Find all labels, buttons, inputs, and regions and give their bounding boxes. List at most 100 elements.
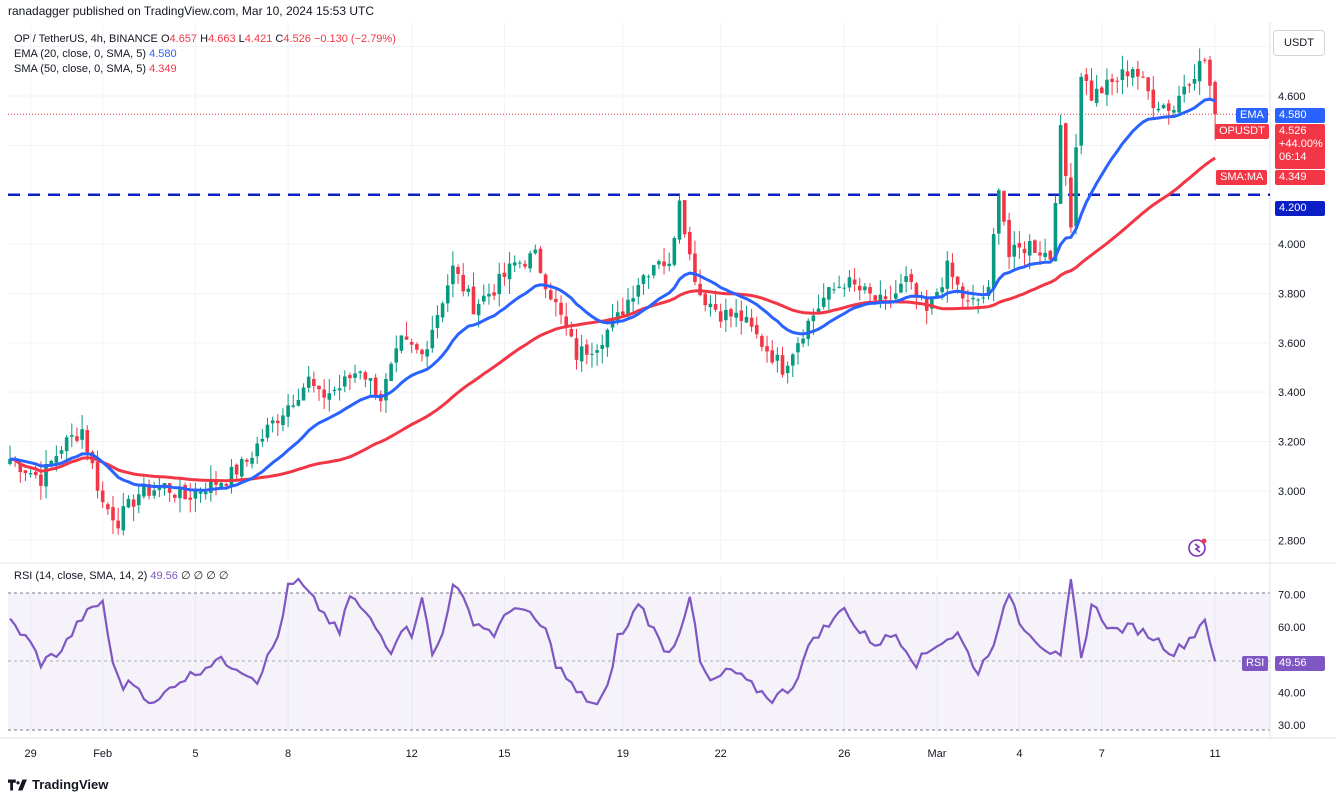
candle-body[interactable] [250, 457, 254, 464]
candle-body[interactable] [837, 286, 841, 288]
sma-line[interactable] [9, 156, 1216, 483]
candle-body[interactable] [708, 303, 713, 308]
candle-body[interactable] [523, 263, 527, 267]
candle-body[interactable] [842, 287, 847, 289]
candle-body[interactable] [147, 484, 151, 496]
candle-body[interactable] [672, 238, 677, 265]
candle-body[interactable] [291, 405, 296, 407]
candle-body[interactable] [754, 324, 759, 335]
candle-body[interactable] [801, 338, 805, 344]
candle-body[interactable] [930, 296, 934, 309]
rsi-line[interactable] [9, 577, 1217, 706]
candle-body[interactable] [682, 200, 687, 235]
candle-body[interactable] [641, 275, 646, 285]
candle-body[interactable] [85, 430, 90, 453]
candle-body[interactable] [1074, 147, 1078, 227]
candle-body[interactable] [1058, 125, 1063, 204]
candle-body[interactable] [657, 261, 661, 265]
candle-body[interactable] [1115, 80, 1120, 82]
candle-body[interactable] [425, 349, 429, 357]
candle-body[interactable] [816, 308, 821, 315]
candle-body[interactable] [1141, 76, 1145, 78]
candle-body[interactable] [64, 437, 69, 452]
candle-body[interactable] [121, 506, 126, 531]
candle-body[interactable] [466, 288, 471, 292]
candle-body[interactable] [1033, 240, 1037, 253]
candle-body[interactable] [265, 424, 270, 438]
candle-body[interactable] [775, 354, 780, 361]
candle-body[interactable] [456, 266, 460, 274]
tradingview-logo[interactable]: TradingView [8, 777, 108, 792]
candle-body[interactable] [1110, 78, 1114, 82]
candle-body[interactable] [718, 311, 723, 322]
candle-body[interactable] [688, 232, 692, 255]
rsi-legend[interactable]: RSI (14, close, SMA, 14, 2) 49.56 ∅ ∅ ∅ … [14, 569, 228, 582]
candle-body[interactable] [739, 310, 744, 321]
candle-body[interactable] [1038, 252, 1042, 256]
candle-body[interactable] [796, 343, 800, 353]
candle-body[interactable] [724, 310, 728, 321]
candle-body[interactable] [209, 479, 213, 493]
candle-body[interactable] [332, 389, 337, 392]
candle-body[interactable] [1151, 89, 1156, 109]
candle-body[interactable] [80, 429, 84, 440]
candle-body[interactable] [219, 483, 223, 488]
rsi-axis[interactable]: 70.00 60.00 40.00 30.00 [1278, 590, 1306, 733]
candle-body[interactable] [415, 344, 419, 350]
candle-body[interactable] [894, 293, 898, 299]
candle-body[interactable] [899, 283, 903, 293]
candle-body[interactable] [806, 320, 811, 339]
candle-body[interactable] [116, 520, 120, 529]
candle-body[interactable] [1094, 88, 1099, 103]
candle-body[interactable] [631, 298, 635, 302]
candle-body[interactable] [1079, 76, 1083, 146]
candle-body[interactable] [497, 273, 502, 295]
candle-body[interactable] [75, 436, 79, 441]
candle-body[interactable] [677, 200, 682, 240]
candle-body[interactable] [157, 486, 162, 490]
candle-body[interactable] [955, 276, 960, 285]
candle-body[interactable] [301, 387, 306, 401]
candle-body[interactable] [373, 377, 378, 397]
candle-body[interactable] [765, 346, 769, 352]
candle-body[interactable] [306, 376, 311, 388]
candle-body[interactable] [482, 295, 486, 302]
candle-body[interactable] [1007, 219, 1011, 258]
candle-body[interactable] [605, 329, 610, 348]
candle-body[interactable] [1022, 248, 1027, 254]
candle-body[interactable] [100, 490, 105, 503]
candle-body[interactable] [1203, 59, 1207, 61]
candle-body[interactable] [1120, 69, 1125, 81]
candle-body[interactable] [626, 299, 630, 317]
candle-body[interactable] [476, 303, 481, 316]
candle-body[interactable] [1187, 84, 1192, 86]
candle-body[interactable] [224, 483, 229, 486]
candle-body[interactable] [636, 284, 641, 297]
candle-body[interactable] [595, 350, 599, 353]
candle-body[interactable] [1197, 61, 1202, 82]
candle-body[interactable] [317, 385, 321, 390]
candle-body[interactable] [533, 249, 538, 254]
candle-body[interactable] [353, 373, 357, 378]
candle-body[interactable] [966, 300, 970, 302]
candle-body[interactable] [981, 297, 986, 299]
candle-body[interactable] [23, 470, 28, 474]
candle-body[interactable] [791, 354, 795, 366]
candle-body[interactable] [420, 349, 424, 355]
candle-body[interactable] [296, 399, 301, 406]
candle-body[interactable] [1213, 81, 1217, 115]
candle-body[interactable] [286, 405, 290, 417]
candle-body[interactable] [487, 293, 491, 297]
candle-body[interactable] [1182, 86, 1186, 95]
candle-body[interactable] [363, 372, 368, 380]
candle-body[interactable] [909, 274, 914, 282]
candle-body[interactable] [1063, 123, 1068, 176]
candle-body[interactable] [1208, 59, 1212, 86]
candle-body[interactable] [600, 344, 605, 349]
candle-body[interactable] [507, 263, 512, 280]
candles[interactable] [8, 48, 1217, 536]
candle-body[interactable] [198, 491, 203, 494]
candle-body[interactable] [8, 458, 12, 464]
candle-body[interactable] [904, 276, 908, 282]
